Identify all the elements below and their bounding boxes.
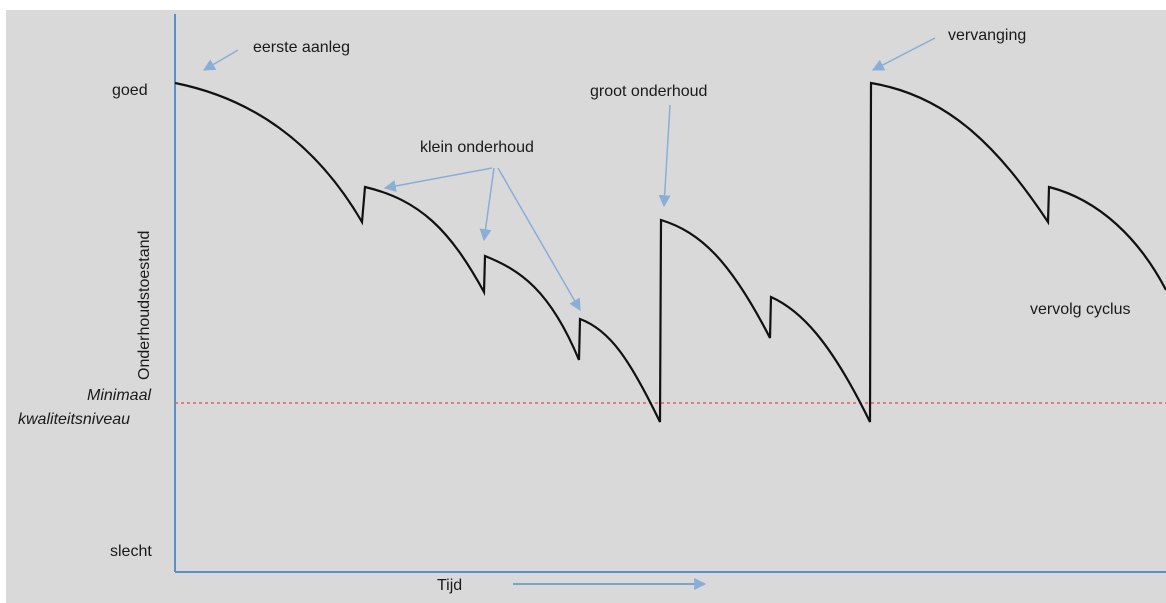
label-groot-onderhoud: groot onderhoud: [590, 83, 707, 100]
threshold-label-line1: Minimaal: [87, 387, 151, 404]
x-axis-title: Tijd: [437, 577, 462, 594]
arrow-eerste-aanleg: [202, 49, 239, 71]
arrow-klein-1: [383, 167, 493, 192]
arrow-klein-3: [497, 167, 581, 312]
arrow-groot-onderhoud: [658, 104, 671, 208]
y-axis-title: Onderhoudstoestand: [136, 231, 153, 380]
y-bottom-label: slecht: [110, 543, 152, 560]
diagram-background: [6, 10, 1166, 603]
condition-curve: [174, 81, 1166, 423]
label-vervolg-cyclus: vervolg cyclus: [1030, 301, 1130, 318]
threshold-label-line2: kwaliteitsniveau: [18, 411, 130, 428]
label-eerste-aanleg: eerste aanleg: [253, 39, 350, 56]
label-klein-onderhoud: klein onderhoud: [420, 139, 534, 156]
label-vervanging: vervanging: [948, 27, 1026, 44]
arrow-klein-2: [479, 167, 495, 242]
arrow-vervanging: [871, 37, 936, 71]
y-top-label: goed: [112, 82, 148, 99]
